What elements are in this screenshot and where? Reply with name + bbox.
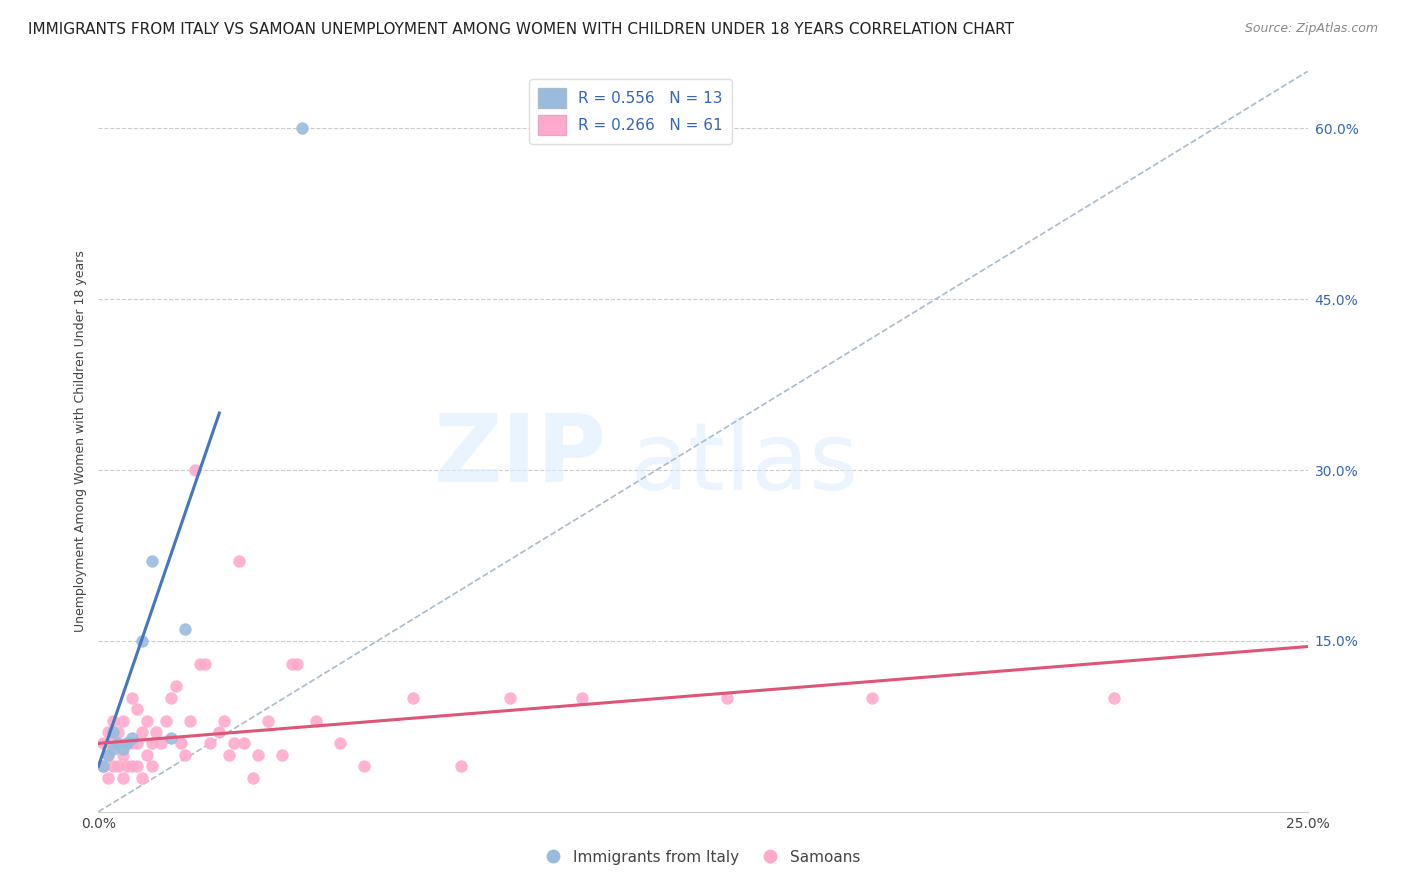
Point [117, 759, 139, 773]
Point [174, 747, 197, 762]
Point [97, 771, 120, 785]
Point [160, 690, 183, 705]
Point [141, 759, 163, 773]
Point [228, 554, 250, 568]
Point [402, 690, 425, 705]
Point [188, 657, 211, 671]
Point [111, 714, 134, 728]
Point [135, 747, 157, 762]
Y-axis label: Unemployment Among Women with Children Under 18 years: Unemployment Among Women with Children U… [75, 251, 87, 632]
Point [145, 725, 167, 739]
Point [97, 747, 120, 762]
Point [131, 771, 153, 785]
Point [1102, 690, 1125, 705]
Text: IMMIGRANTS FROM ITALY VS SAMOAN UNEMPLOYMENT AMONG WOMEN WITH CHILDREN UNDER 18 : IMMIGRANTS FROM ITALY VS SAMOAN UNEMPLOY… [28, 22, 1014, 37]
Point [101, 742, 124, 756]
Point [91, 736, 114, 750]
Point [232, 736, 254, 750]
Point [121, 690, 143, 705]
Point [716, 690, 738, 705]
Point [160, 731, 183, 745]
Point [127, 736, 149, 750]
Point [107, 759, 129, 773]
Point [91, 759, 114, 773]
Point [150, 736, 173, 750]
Point [117, 736, 139, 750]
Point [101, 725, 124, 739]
Point [218, 747, 240, 762]
Point [111, 771, 134, 785]
Point [127, 702, 149, 716]
Point [141, 554, 163, 568]
Point [169, 736, 191, 750]
Point [165, 680, 187, 694]
Text: atlas: atlas [630, 417, 859, 509]
Point [242, 771, 264, 785]
Point [121, 759, 143, 773]
Point [97, 747, 120, 762]
Point [97, 725, 120, 739]
Point [155, 714, 177, 728]
Point [571, 690, 593, 705]
Point [194, 657, 217, 671]
Text: Source: ZipAtlas.com: Source: ZipAtlas.com [1244, 22, 1378, 36]
Point [198, 736, 221, 750]
Text: ZIP: ZIP [433, 410, 606, 502]
Point [101, 714, 124, 728]
Point [281, 657, 304, 671]
Point [179, 714, 201, 728]
Point [285, 657, 308, 671]
Point [107, 725, 129, 739]
Point [305, 714, 328, 728]
Point [141, 736, 163, 750]
Point [111, 747, 134, 762]
Point [498, 690, 520, 705]
Point [121, 736, 143, 750]
Point [212, 714, 235, 728]
Point [450, 759, 472, 773]
Point [353, 759, 375, 773]
Point [101, 736, 124, 750]
Point [117, 736, 139, 750]
Point [135, 714, 157, 728]
Point [91, 759, 114, 773]
Point [329, 736, 352, 750]
Point [256, 714, 278, 728]
Point [127, 759, 149, 773]
Point [121, 731, 143, 745]
Point [208, 725, 231, 739]
Point [222, 736, 245, 750]
Point [271, 747, 294, 762]
Point [131, 633, 153, 648]
Point [174, 623, 197, 637]
Point [131, 725, 153, 739]
Legend: Immigrants from Italy, Samoans: Immigrants from Italy, Samoans [540, 844, 866, 871]
Point [101, 759, 124, 773]
Point [107, 736, 129, 750]
Point [290, 121, 312, 136]
Point [247, 747, 270, 762]
Point [184, 463, 207, 477]
Point [860, 690, 883, 705]
Point [111, 742, 134, 756]
